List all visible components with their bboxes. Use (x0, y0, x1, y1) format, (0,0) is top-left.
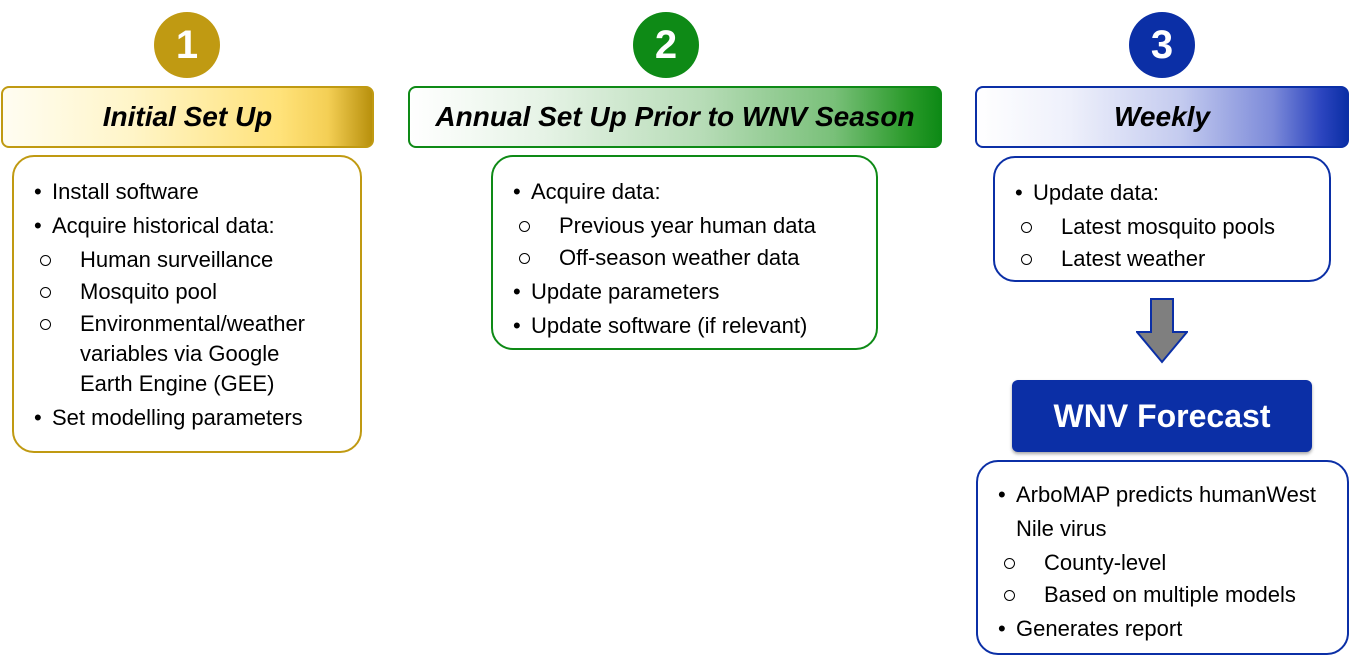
sub-bullet-item: Environmental/weather variables via Googl… (34, 309, 346, 399)
step-3-circle: 3 (1129, 12, 1195, 78)
step-1-title: Initial Set Up (102, 101, 273, 132)
step-2-number: 2 (654, 23, 678, 67)
step-2-card: Acquire data:Previous year human dataOff… (491, 155, 878, 350)
step-1-circle: 1 (154, 12, 220, 78)
step-3-number: 3 (1150, 23, 1174, 67)
sub-bullet-item: Previous year human data (513, 211, 862, 241)
bullet-line: West Nile virus (1016, 482, 1316, 541)
forecast-list: ArboMAP predicts humanWest Nile virusCou… (998, 478, 1333, 646)
sub-bullet-item: County-level (998, 548, 1333, 578)
sub-bullet-item: Human surveillance (34, 245, 346, 275)
down-arrow-icon (1136, 298, 1188, 364)
bullet-item: Update parameters (513, 275, 862, 309)
forecast-title: WNV Forecast (1053, 397, 1271, 434)
step-1-list: Install softwareAcquire historical data:… (34, 175, 346, 435)
forecast-card: ArboMAP predicts humanWest Nile virusCou… (976, 460, 1349, 655)
sub-bullet-item: Latest mosquito pools (1015, 212, 1315, 242)
bullet-item: Set modelling parameters (34, 401, 346, 435)
sub-bullet-item: Latest weather (1015, 244, 1315, 274)
sub-bullet-item: Off-season weather data (513, 243, 862, 273)
bullet-line: variables via Google (80, 341, 280, 366)
step-3-card: Update data:Latest mosquito poolsLatest … (993, 156, 1331, 282)
bullet-line: Earth Engine (GEE) (80, 371, 275, 396)
step-2-circle: 2 (633, 12, 699, 78)
bullet-item: Generates report (998, 612, 1333, 646)
step-2-title: Annual Set Up Prior to WNV Season (435, 101, 915, 132)
step-2-list: Acquire data:Previous year human dataOff… (513, 175, 862, 343)
step-1-number: 1 (175, 23, 199, 67)
sub-bullet-item: Mosquito pool (34, 277, 346, 307)
step-1-card: Install softwareAcquire historical data:… (12, 155, 362, 453)
bullet-item: Acquire historical data: (34, 209, 346, 243)
bullet-item: ArboMAP predicts humanWest Nile virus (998, 478, 1333, 546)
step-3-list: Update data:Latest mosquito poolsLatest … (1015, 176, 1315, 274)
bullet-line: Environmental/weather (80, 311, 306, 336)
step-3-header: Weekly (975, 86, 1349, 148)
bullet-item: Update software (if relevant) (513, 309, 862, 343)
bullet-item: Acquire data: (513, 175, 862, 209)
step-2-header: Annual Set Up Prior to WNV Season (408, 86, 942, 148)
bullet-item: Install software (34, 175, 346, 209)
step-1-header: Initial Set Up (1, 86, 374, 148)
sub-bullet-item: Based on multiple models (998, 580, 1333, 610)
step-3-title: Weekly (1114, 101, 1210, 132)
bullet-item: Update data: (1015, 176, 1315, 210)
bullet-line: ArboMAP predicts human (1016, 482, 1267, 507)
forecast-box: WNV Forecast (1012, 380, 1312, 452)
